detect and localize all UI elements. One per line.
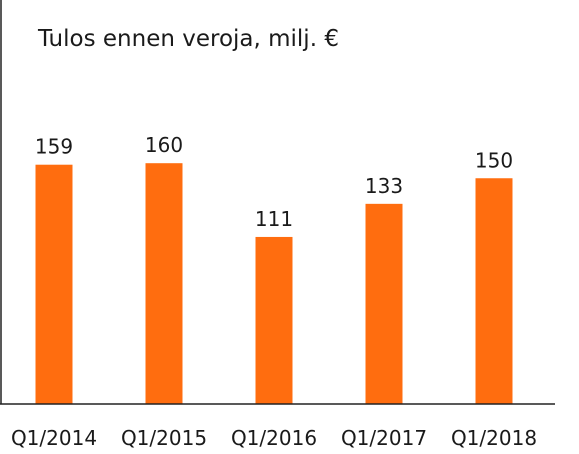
value-label: 160	[145, 133, 183, 157]
value-labels-group: 159 160 111 133 150	[35, 133, 513, 231]
value-label: 159	[35, 135, 73, 159]
bar-q1-2018	[475, 178, 513, 404]
value-label: 150	[475, 148, 513, 172]
x-tick-label: Q1/2018	[451, 426, 537, 450]
x-tick-label: Q1/2015	[121, 426, 207, 450]
bar-q1-2017	[365, 203, 403, 404]
bar-q1-2015	[145, 163, 183, 404]
bar-q1-2014	[35, 164, 73, 404]
x-tick-label: Q1/2017	[341, 426, 427, 450]
value-label: 111	[255, 207, 293, 231]
chart-title: Tulos ennen veroja, milj. €	[37, 26, 339, 52]
x-tick-label: Q1/2016	[231, 426, 317, 450]
x-tick-labels-group: Q1/2014 Q1/2015 Q1/2016 Q1/2017 Q1/2018	[11, 426, 537, 450]
bars-group	[35, 163, 513, 404]
bar-q1-2016	[255, 236, 293, 404]
x-tick-label: Q1/2014	[11, 426, 97, 450]
value-label: 133	[365, 174, 403, 198]
